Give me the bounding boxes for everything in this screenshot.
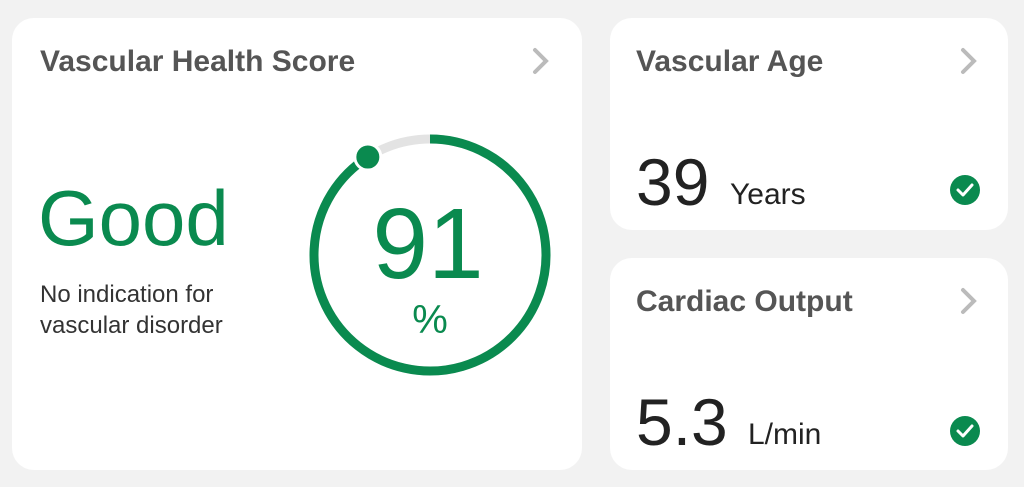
card-title: Cardiac Output xyxy=(636,285,853,318)
description: No indication for xyxy=(40,281,213,308)
metric-unit: L/min xyxy=(748,418,821,451)
chevron[interactable] xyxy=(533,48,549,74)
card-title: Vascular Health Score xyxy=(40,45,355,78)
vascular-age-card[interactable] xyxy=(610,18,1008,230)
description: vascular disorder xyxy=(40,312,223,339)
check-mark xyxy=(956,183,974,197)
health-score-card[interactable] xyxy=(12,18,582,470)
chevron[interactable] xyxy=(961,288,977,314)
metric-unit: Years xyxy=(730,178,806,211)
status: Good xyxy=(38,174,229,262)
score-unit: % xyxy=(412,298,448,342)
check-icon xyxy=(950,175,980,205)
check-mark xyxy=(956,424,974,438)
cardiac-output-card[interactable] xyxy=(610,258,1008,470)
metric-value: 39 xyxy=(636,145,709,219)
check-icon xyxy=(950,416,980,446)
gauge-knob xyxy=(353,142,383,172)
metric-value: 5.3 xyxy=(636,385,728,459)
card-title: Vascular Age xyxy=(636,45,823,78)
gauge-arc xyxy=(309,134,551,376)
score-value: 91 xyxy=(372,188,483,300)
chevron[interactable] xyxy=(961,48,977,74)
